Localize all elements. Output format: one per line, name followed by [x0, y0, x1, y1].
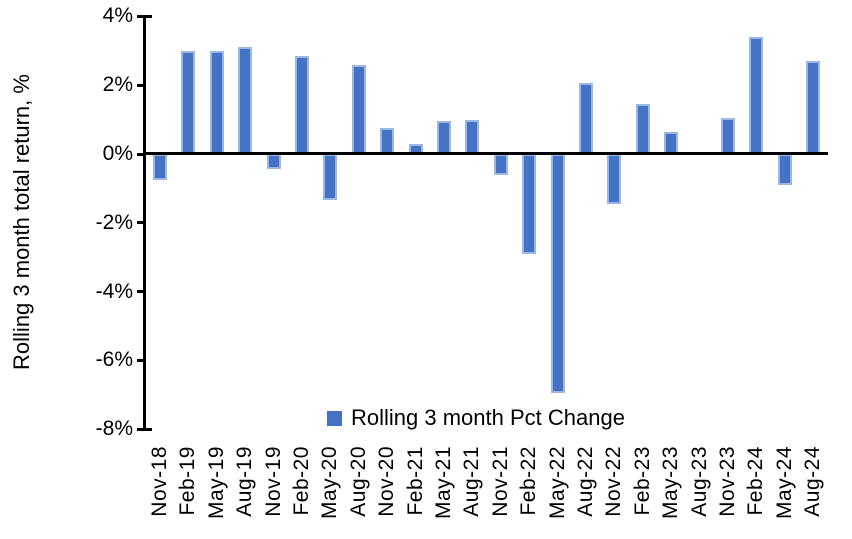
bar-May-22	[550, 154, 565, 394]
x-tick-label: Feb-20	[290, 446, 313, 516]
y-tick-mark	[137, 14, 152, 18]
legend: Rolling 3 month Pct Change	[327, 405, 625, 431]
y-tick-mark	[137, 427, 152, 431]
x-tick-label: Feb-21	[403, 446, 427, 516]
bar-May-23	[664, 131, 679, 154]
x-tick-label: Feb-23	[630, 446, 654, 516]
y-tick-label: -8%	[95, 417, 133, 441]
x-tick-label: Nov-18	[148, 446, 171, 517]
x-tick-label: Nov-20	[375, 446, 399, 517]
x-tick-label: Feb-22	[517, 446, 541, 516]
x-tick-label: Aug-21	[460, 446, 484, 517]
x-tick-label: May-22	[545, 446, 569, 520]
y-tick-label: -2%	[95, 210, 133, 234]
bar-Nov-19	[266, 154, 281, 170]
bar-Nov-22	[607, 154, 622, 204]
legend-swatch-icon	[327, 410, 342, 426]
y-tick-label: -6%	[95, 348, 133, 372]
bar-Aug-22	[579, 83, 593, 154]
y-tick-label: 4%	[102, 4, 133, 28]
bar-Feb-24	[749, 37, 764, 154]
bar-Feb-19	[181, 50, 196, 154]
x-axis-zero-line	[145, 152, 828, 155]
x-tick-label: Aug-19	[233, 446, 257, 517]
x-tick-label: Aug-20	[346, 446, 370, 517]
bar-Feb-22	[522, 154, 537, 254]
y-tick-mark	[137, 221, 145, 225]
y-tick-label: -4%	[95, 279, 133, 303]
y-tick-label: 0%	[102, 142, 133, 165]
y-tick-label: 2%	[102, 73, 133, 97]
bar-Aug-19	[238, 47, 253, 154]
x-tick-label: Nov-22	[602, 446, 626, 517]
x-tick-label: May-23	[659, 446, 683, 520]
bar-Aug-20	[351, 64, 366, 154]
bar-Feb-23	[635, 104, 650, 154]
bar-May-24	[777, 154, 792, 185]
x-tick-label: Feb-24	[744, 446, 768, 516]
bar-May-19	[209, 50, 224, 154]
x-tick-label: May-20	[318, 446, 342, 520]
bar-Nov-21	[493, 154, 508, 175]
x-tick-label: Aug-22	[574, 446, 597, 517]
x-tick-label: May-24	[772, 446, 796, 520]
x-tick-label: Aug-23	[687, 446, 711, 517]
bar-Nov-20	[380, 128, 395, 154]
bar-May-21	[437, 121, 451, 154]
x-tick-label: Nov-19	[261, 446, 285, 517]
bar-Nov-23	[721, 117, 735, 154]
x-tick-label: Nov-21	[488, 446, 512, 517]
bar-Feb-20	[295, 55, 309, 154]
y-tick-mark	[137, 358, 145, 362]
y-tick-mark	[137, 152, 145, 156]
bar-Nov-18	[153, 154, 167, 180]
y-axis-title: Rolling 3 month total return, %	[9, 74, 34, 370]
x-tick-label: Aug-24	[801, 446, 825, 517]
x-tick-label: Nov-23	[716, 446, 739, 517]
legend-label: Rolling 3 month Pct Change	[351, 405, 625, 430]
bar-Aug-21	[465, 119, 480, 154]
x-tick-label: May-21	[432, 446, 455, 520]
x-tick-label: Feb-19	[176, 446, 200, 516]
y-tick-mark	[137, 83, 145, 87]
bar-Aug-24	[806, 61, 821, 154]
y-tick-mark	[137, 290, 145, 294]
bar-May-20	[323, 154, 338, 201]
x-tick-label: May-19	[204, 446, 228, 520]
